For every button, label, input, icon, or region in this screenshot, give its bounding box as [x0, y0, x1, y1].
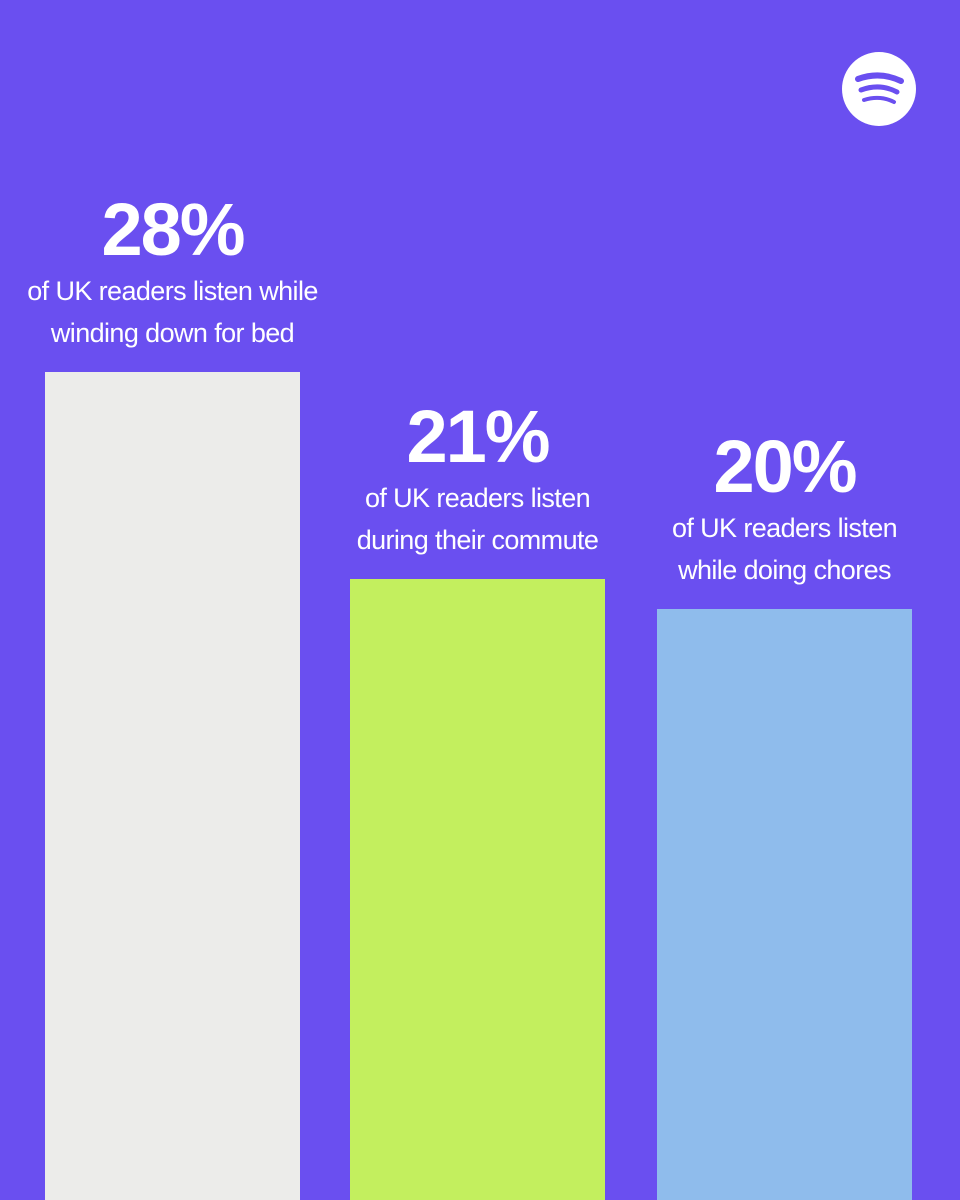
category-label: while doing chores	[678, 554, 891, 585]
value-label: 21%	[406, 395, 550, 478]
bar-label: 28% of UK readers listen while winding dow…	[5, 190, 340, 354]
category-label: of UK readers listen	[671, 512, 898, 543]
bar-label: 20% of UK readers listen while doing chore…	[617, 424, 952, 591]
bar	[45, 372, 300, 1200]
category-label: winding down for bed	[50, 318, 295, 348]
category-label: of UK readers listen while	[27, 276, 318, 306]
category-label: of UK readers listen	[364, 483, 591, 513]
logo	[842, 52, 916, 126]
bar-label: 21% of UK readers listen during their comm…	[310, 397, 645, 561]
bar	[657, 608, 912, 1200]
value-label: 28%	[101, 188, 245, 271]
value-label: 20%	[713, 424, 857, 508]
bar	[350, 579, 605, 1200]
category-label: during their commute	[356, 525, 599, 555]
